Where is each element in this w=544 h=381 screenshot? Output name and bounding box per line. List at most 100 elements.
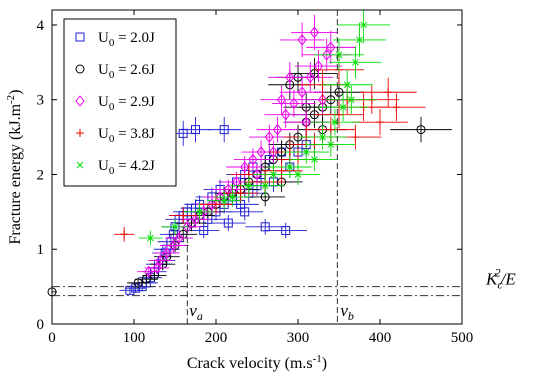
data-point	[223, 218, 233, 228]
data-point	[334, 87, 344, 97]
data-point	[191, 125, 200, 135]
data-point	[196, 208, 203, 216]
legend-entry-label: U0 = 2.9J	[98, 94, 155, 113]
data-point	[75, 64, 85, 74]
y-tick-label: 0	[37, 317, 45, 333]
x-tick-label: 0	[48, 330, 56, 346]
legend: U0 = 2.0J U0 = 2.6J U0 = 2.9J U0 = 3.8J U0 =…	[63, 18, 177, 187]
data-point	[264, 131, 274, 143]
data-point	[75, 32, 85, 42]
data-point	[297, 86, 307, 99]
data-point	[343, 81, 351, 89]
data-point	[174, 232, 184, 244]
x-tick-label: 300	[287, 330, 310, 346]
data-point	[347, 96, 355, 104]
data-point	[297, 34, 307, 46]
data-point	[240, 207, 250, 217]
va-annotation: va	[189, 301, 203, 323]
data-point	[376, 118, 384, 127]
data-point	[277, 166, 286, 175]
data-point	[125, 285, 135, 295]
data-point	[190, 213, 201, 226]
data-point	[286, 163, 294, 171]
data-point	[144, 265, 154, 278]
data-point	[289, 97, 299, 110]
data-point	[268, 146, 279, 158]
data-point	[360, 21, 367, 29]
data-point	[313, 60, 324, 72]
data-point	[281, 226, 291, 236]
data-point	[327, 141, 335, 148]
data-point	[272, 123, 283, 136]
data-point	[309, 26, 320, 39]
data-point	[352, 58, 359, 66]
data-point	[162, 247, 172, 259]
data-point	[231, 176, 242, 188]
axis-ticks: 0 100 200 300 400 500 0 1 2 3 4	[37, 10, 474, 346]
data-point	[270, 171, 277, 178]
x-axis-title: Crack velocity (m.s-1)	[187, 353, 327, 372]
data-point	[294, 171, 302, 178]
y-tick-label: 2	[37, 167, 45, 183]
legend-entry-label: U0 = 2.0J	[98, 30, 155, 49]
x-tick-label: 400	[369, 330, 392, 346]
data-point	[302, 148, 310, 156]
data-point	[326, 41, 336, 54]
data-point	[317, 93, 328, 106]
data-marks	[47, 10, 452, 297]
x-tick-label: 500	[451, 330, 474, 346]
data-point	[384, 88, 393, 97]
reference-lines	[52, 10, 462, 324]
data-point	[152, 262, 162, 274]
y-tick-label: 3	[37, 93, 45, 109]
data-point	[179, 211, 188, 220]
data-point	[75, 95, 85, 107]
data-point	[256, 146, 266, 158]
series-diamond	[137, 14, 356, 278]
data-point	[326, 125, 335, 134]
plot-frame	[51, 9, 463, 325]
legend-entry-label: U0 = 3.8J	[98, 126, 155, 145]
data-point	[236, 189, 245, 198]
y-tick-label: 4	[37, 18, 45, 34]
data-point	[220, 197, 228, 204]
series-plus	[114, 54, 426, 242]
data-point	[311, 156, 318, 163]
data-point	[207, 198, 217, 211]
series-cross	[138, 10, 391, 246]
x-tick-label: 100	[123, 330, 146, 346]
data-point	[281, 108, 291, 121]
data-point	[199, 226, 209, 236]
x-tick-label: 200	[205, 330, 228, 346]
y-axis-title: Fracture energy (kJ.m-2)	[5, 89, 24, 244]
data-point	[76, 161, 84, 169]
data-point	[147, 234, 154, 242]
data-point	[120, 230, 129, 239]
y-tick-label: 1	[37, 242, 45, 258]
data-point	[248, 153, 258, 166]
legend-entry-label: U0 = 4.2J	[98, 158, 155, 177]
data-point	[305, 71, 315, 84]
data-point	[319, 133, 326, 141]
data-point	[168, 239, 179, 252]
data-point	[335, 110, 343, 119]
data-point	[155, 254, 165, 267]
data-point	[416, 125, 426, 135]
data-point	[223, 183, 233, 196]
data-point	[229, 193, 236, 201]
kc-annotation: Kc2/E	[485, 266, 516, 292]
data-point	[171, 223, 179, 231]
data-point	[240, 161, 250, 173]
data-point	[261, 182, 269, 190]
data-point	[212, 200, 220, 209]
data-point	[219, 125, 229, 135]
data-point	[252, 168, 262, 181]
data-point	[339, 103, 347, 111]
data-point	[215, 191, 225, 203]
data-point	[351, 133, 360, 142]
data-point	[322, 49, 332, 61]
data-point	[285, 71, 295, 84]
data-point	[276, 93, 287, 106]
data-point	[76, 129, 84, 137]
data-point	[392, 103, 401, 112]
